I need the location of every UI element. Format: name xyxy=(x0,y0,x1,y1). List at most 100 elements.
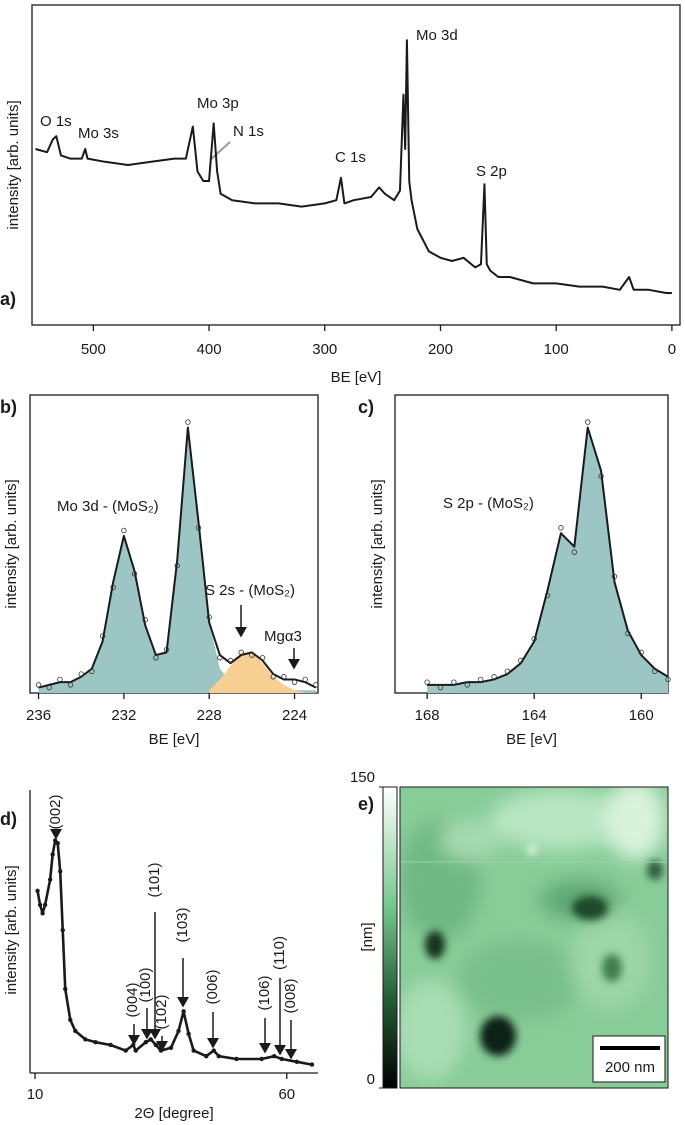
data-point xyxy=(46,684,52,691)
peak-label: Mo 3s xyxy=(78,125,119,142)
data-point xyxy=(598,473,604,479)
data-point xyxy=(40,911,45,916)
peak-label: C 1s xyxy=(335,149,366,166)
data-point xyxy=(437,684,444,691)
annotation-arrows xyxy=(50,829,297,1060)
data-point xyxy=(271,1053,277,1059)
data-point xyxy=(211,1048,216,1053)
peak-label: S 2s - (MoS₂) xyxy=(205,582,295,599)
data-point xyxy=(83,1037,88,1042)
colorbar-label: [nm] xyxy=(359,922,376,951)
data-point xyxy=(259,655,266,661)
afm-image xyxy=(400,787,668,1088)
x-tick-label: 400 xyxy=(197,341,222,358)
data-point xyxy=(238,649,244,656)
x-tick-label: 228 xyxy=(197,707,222,724)
data-point xyxy=(73,1028,78,1034)
x-tick-label: 0 xyxy=(668,341,676,358)
data-point xyxy=(491,674,497,680)
data-point xyxy=(281,674,287,680)
x-axis-label: 2Θ [degree] xyxy=(134,1105,213,1122)
component-area xyxy=(209,652,316,693)
x-tick-label: 236 xyxy=(26,707,51,724)
data-point xyxy=(227,657,234,664)
data-point xyxy=(625,630,631,637)
data-point xyxy=(143,1039,149,1045)
x-tick-label: 160 xyxy=(629,707,654,724)
data-point xyxy=(108,1042,113,1048)
panel-letter: e) xyxy=(358,794,374,814)
data-point xyxy=(123,1048,128,1053)
peak-label: S 2p xyxy=(476,163,507,180)
peak-label: (110) xyxy=(271,936,288,970)
data-point xyxy=(451,679,457,685)
annotation-arrow xyxy=(209,141,231,161)
data-point xyxy=(531,636,537,642)
data-point xyxy=(55,841,60,846)
data-point xyxy=(37,902,43,908)
data-point xyxy=(158,1048,164,1053)
peak-label: Mo 3p xyxy=(197,95,239,112)
peak-label: Mgα3 xyxy=(264,628,302,645)
peak-label: (006) xyxy=(204,969,221,1004)
panel-letter: a) xyxy=(0,289,16,309)
data-point xyxy=(63,986,68,992)
data-point xyxy=(57,676,63,683)
data-point xyxy=(544,592,551,599)
data-point xyxy=(518,657,524,664)
data-point xyxy=(58,869,63,874)
panel-letter: d) xyxy=(0,809,17,829)
data-point xyxy=(148,1037,154,1042)
peak-label: (103) xyxy=(174,907,191,942)
data-point xyxy=(78,671,84,677)
data-point xyxy=(176,1028,181,1034)
spectrum-line xyxy=(38,426,317,689)
peak-label: (008) xyxy=(282,978,299,1013)
data-point xyxy=(68,1017,73,1022)
data-point xyxy=(50,852,55,857)
x-axis-label: BE [eV] xyxy=(149,731,200,748)
panel-letter: c) xyxy=(358,397,374,417)
x-tick-label: 168 xyxy=(415,707,440,724)
data-point xyxy=(60,927,65,933)
scalebar-label: 200 nm xyxy=(605,1059,655,1076)
data-point xyxy=(35,888,40,894)
x-axis-label: BE [eV] xyxy=(506,731,557,748)
colorbar-tick-label: 0 xyxy=(367,1071,375,1088)
data-point xyxy=(638,649,644,656)
peak-label: (106) xyxy=(256,975,273,1010)
x-tick-label: 300 xyxy=(312,341,337,358)
scalebar-box xyxy=(592,1035,666,1083)
data-point xyxy=(504,668,511,675)
peak-label: O 1s xyxy=(40,113,72,130)
data-point xyxy=(47,877,53,882)
peak-label: (101) xyxy=(146,862,163,897)
data-point xyxy=(110,584,116,591)
data-point xyxy=(99,633,106,639)
y-axis-label: intensity [arb. units] xyxy=(3,865,20,994)
data-point xyxy=(89,668,95,675)
x-tick-label: 500 xyxy=(81,341,106,358)
data-point xyxy=(477,676,484,683)
data-point xyxy=(174,562,180,569)
data-point xyxy=(204,1053,209,1059)
data-point xyxy=(291,679,298,685)
x-tick-label: 232 xyxy=(111,707,136,724)
data-point xyxy=(259,1056,264,1062)
data-point xyxy=(42,902,48,908)
spectrum-line xyxy=(35,39,672,294)
data-point xyxy=(571,549,578,555)
data-point xyxy=(142,617,148,623)
data-point xyxy=(153,655,159,661)
data-point xyxy=(131,571,138,577)
data-point xyxy=(234,1056,239,1062)
data-point xyxy=(186,1031,191,1036)
x-tick-label: 164 xyxy=(522,707,547,724)
data-point xyxy=(611,573,618,580)
peak-label: (102) xyxy=(153,994,170,1029)
data-point xyxy=(585,419,591,425)
data-point xyxy=(464,682,470,688)
data-point xyxy=(206,614,212,620)
x-tick-label: 10 xyxy=(27,1086,44,1103)
data-point xyxy=(35,682,42,688)
